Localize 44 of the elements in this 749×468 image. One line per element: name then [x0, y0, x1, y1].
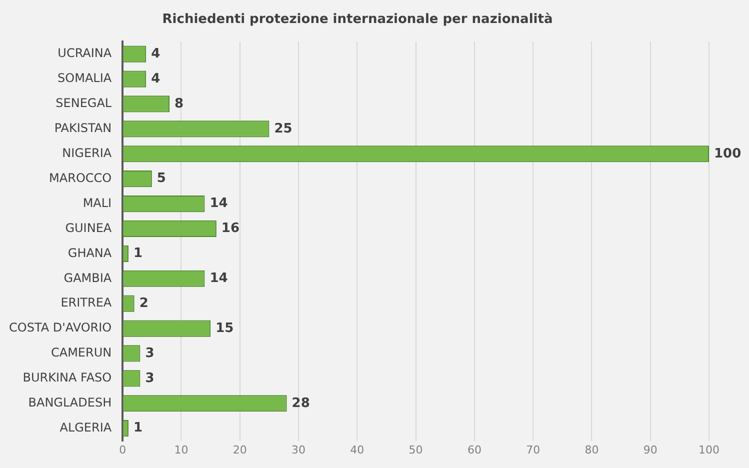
x-tick-label: 60	[467, 443, 482, 456]
data-label: 16	[221, 221, 240, 236]
x-tick-label: 70	[526, 443, 540, 456]
data-label: 1	[133, 420, 143, 436]
y-tick-label: CAMERUN	[50, 346, 112, 360]
y-tick-label: GUINEA	[65, 220, 112, 235]
data-label: 28	[292, 396, 310, 411]
x-tick-label: 0	[119, 443, 126, 456]
y-tick-label: BANGLADESH	[28, 396, 112, 410]
y-tick-label: ALGERIA	[60, 420, 112, 434]
y-tick-label: NIGERIA	[62, 146, 112, 160]
data-label: 25	[274, 121, 292, 136]
data-label: 14	[210, 196, 228, 212]
x-tick-label: 20	[232, 443, 247, 456]
data-label: 1	[133, 246, 143, 262]
x-tick-label: 80	[584, 443, 599, 456]
y-tick-label: PAKISTAN	[54, 121, 112, 136]
data-label: 100	[714, 146, 742, 162]
data-label: 3	[145, 370, 154, 386]
y-tick-label: UCRAINA	[58, 46, 112, 60]
data-label: 3	[145, 346, 154, 361]
x-tick-label: 40	[350, 443, 364, 456]
y-tick-label: GAMBIA	[64, 270, 112, 285]
x-tick-label: 90	[643, 443, 658, 456]
y-tick-label: SOMALIA	[58, 71, 112, 86]
y-tick-label: ERITREA	[60, 296, 112, 310]
data-label: 2	[139, 296, 148, 311]
data-label: 4	[151, 46, 160, 62]
y-tick-label: MALI	[82, 196, 112, 210]
x-tick-label: 10	[174, 443, 188, 456]
data-label: 15	[216, 320, 234, 336]
data-label: 14	[210, 271, 228, 286]
data-label: 5	[156, 171, 166, 186]
y-tick-label: BURKINA FASO	[22, 370, 112, 385]
x-tick-label: 30	[292, 443, 306, 456]
y-tick-label: SENEGAL	[56, 96, 112, 110]
y-tick-label: MAROCCO	[49, 170, 112, 185]
x-tick-label: 100	[698, 443, 720, 456]
y-tick-label: GHANA	[68, 246, 112, 260]
y-tick-label: COSTA D'AVORIO	[9, 320, 112, 335]
data-label: 4	[151, 71, 160, 86]
chart-title: Richiedenti protezione internazionale per nazionalità	[162, 12, 553, 28]
data-label: 8	[174, 96, 184, 112]
x-tick-label: 50	[408, 443, 423, 456]
